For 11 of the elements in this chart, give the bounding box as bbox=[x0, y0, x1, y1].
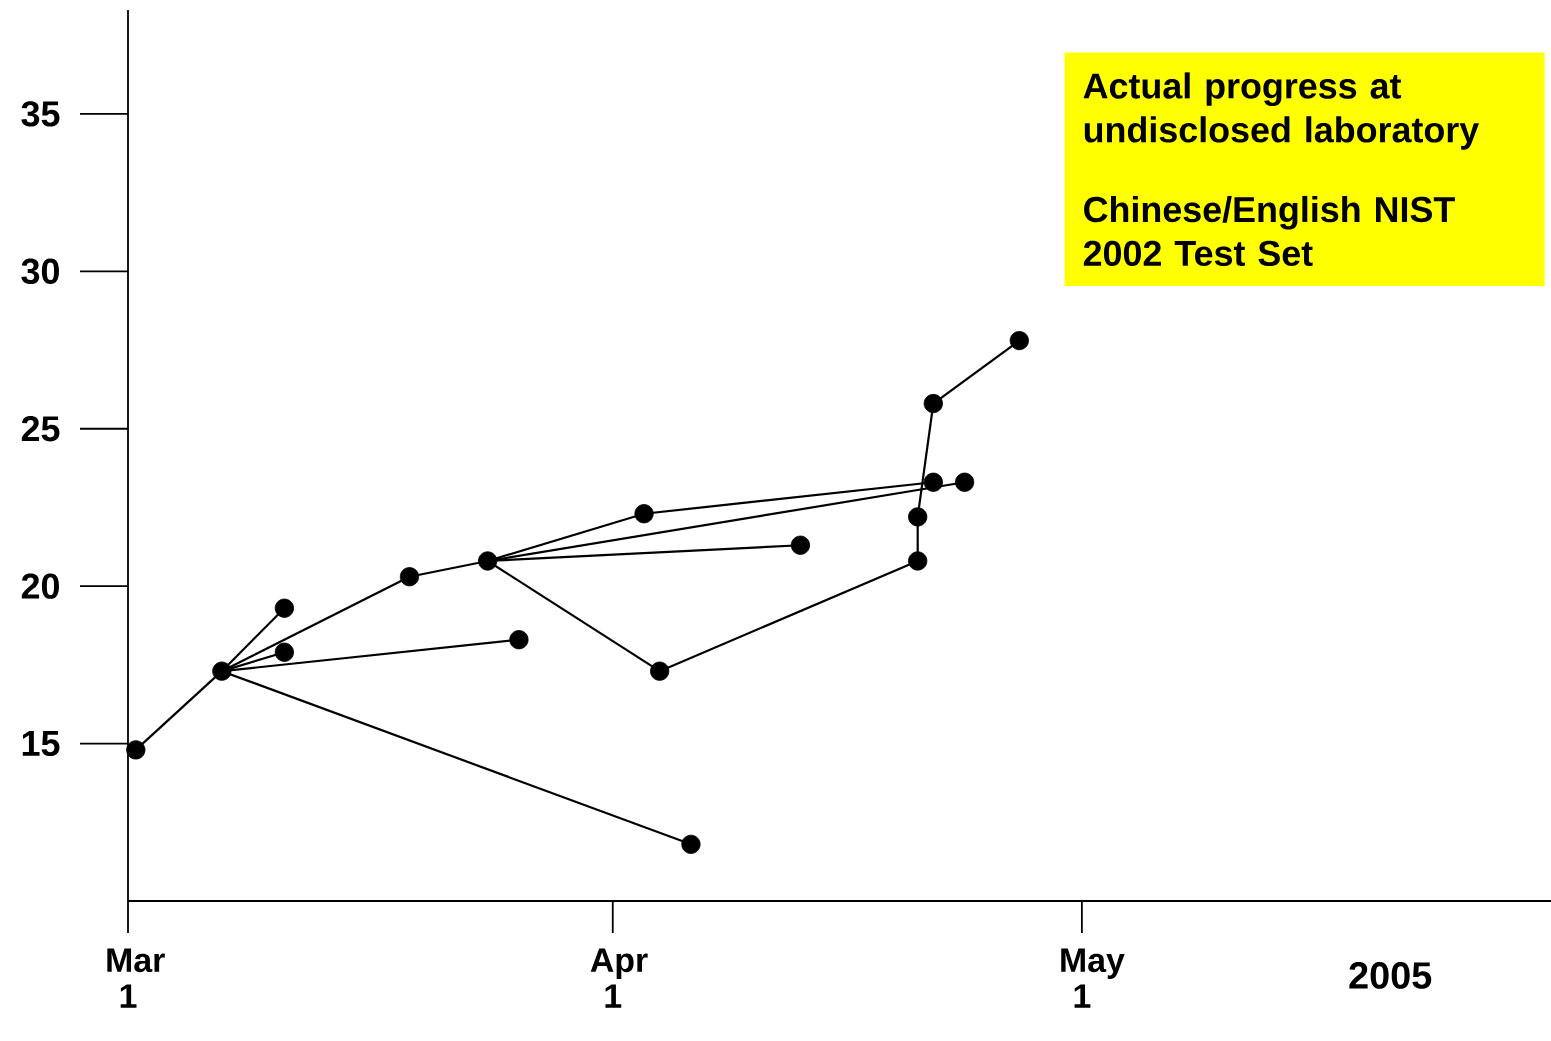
y-tick-label: 15 bbox=[22, 731, 60, 757]
y-tick-label: 25 bbox=[21, 416, 60, 442]
annotation: Chinese/English NIST 2002 Test Set bbox=[1083, 195, 1455, 267]
x-tick-label: Mar 1 bbox=[107, 948, 165, 1008]
annotation: Actual progress at undisclosed laboratory bbox=[1083, 72, 1480, 150]
y-tick-label: 30 bbox=[21, 258, 59, 285]
y-tick-label: 20 bbox=[21, 573, 59, 599]
x-axis-title: 2005 bbox=[1349, 962, 1432, 989]
x-tick-label: May 1 bbox=[1061, 948, 1125, 1008]
y-tick-label: 35 bbox=[21, 101, 60, 127]
x-tick-label: Apr 1 bbox=[590, 948, 648, 1008]
